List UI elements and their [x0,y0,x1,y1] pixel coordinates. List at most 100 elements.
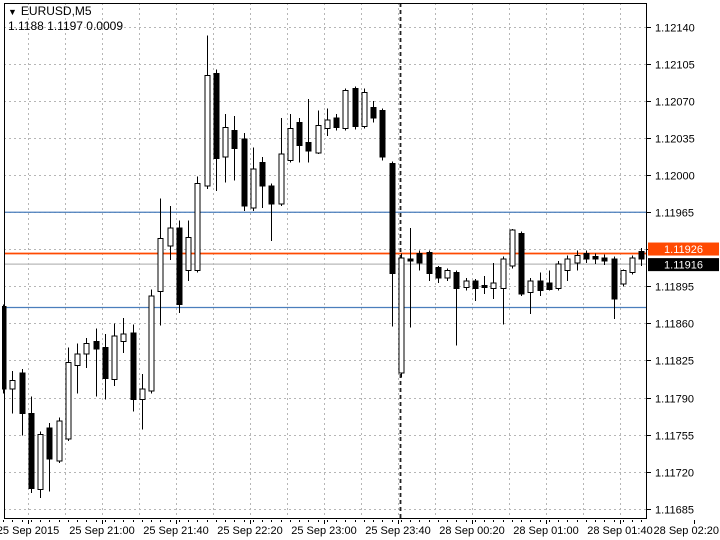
candle [546,270,553,291]
candle-body [268,185,275,205]
candle [56,417,63,464]
candle [102,333,109,400]
candle [481,275,488,294]
candle [130,324,137,412]
candle [287,113,294,163]
candle-body [2,305,7,390]
symbol-title[interactable]: ▼ EURUSD,M5 [8,5,92,19]
candle [213,69,220,192]
candle [259,157,266,209]
symbol-title-label: EURUSD,M5 [20,4,92,18]
candle [37,431,44,499]
candle [93,328,100,397]
candle-body [583,253,590,260]
bid-badge-label: 1.11916 [664,260,703,272]
candle [509,229,516,269]
candle [250,147,257,212]
candle-body [592,256,599,260]
candle [342,88,349,131]
candle-body [333,117,340,129]
candle-body [518,232,525,295]
candle-body [120,333,127,342]
candle [611,256,618,320]
ask-badge-bg [648,242,719,256]
levels-layer [4,3,647,519]
candle [361,88,368,129]
candle [120,318,127,354]
candle [2,304,7,394]
candle [296,118,303,163]
candle-body [379,110,386,158]
candle-body [204,75,211,187]
candle-body [56,420,63,462]
candle-body [481,284,488,288]
candle [527,277,534,314]
price-axis-label: 1.12140 [655,23,695,35]
ask-badge-label: 1.11926 [664,244,703,256]
candle-body [453,272,460,289]
price-axis-label: 1.11720 [655,468,694,480]
candle [444,268,451,282]
price-axis-label: 1.11685 [655,505,694,517]
candle [638,248,645,267]
candle [398,253,405,378]
candle-body [500,258,507,289]
quote-line: 1.1188 1.1197 0.0009 [8,19,123,33]
candle [185,220,192,282]
candle [601,254,608,266]
candle-body [176,227,183,305]
candle-body [194,183,201,271]
candle [231,115,238,181]
candle [416,250,423,271]
candle [500,256,507,325]
time-axis-label: 28 Sep 00:20 [439,525,504,537]
candle [620,269,627,287]
candle [564,255,571,282]
candle-body [638,250,645,260]
candle-body [167,227,174,247]
bid-badge: 1.11916 [648,258,719,272]
candle [472,278,479,302]
candle-body [361,92,368,128]
candle-body [527,280,534,294]
candle-body [250,168,257,209]
candle-body [157,238,164,293]
candle-body [620,269,627,285]
candle-body [472,280,479,289]
candle-body [555,263,562,289]
candle-body [305,141,312,152]
candle-body [65,362,72,440]
time-axis[interactable]: 25 Sep 2015 25 Sep 21:00 25 Sep 21:40 25 Se… [0,520,719,537]
candle-body [463,280,470,288]
candle [315,110,322,155]
candle-body [93,340,100,350]
candle [537,272,544,296]
time-axis-label: 28 Sep 02:20 [654,525,719,537]
candle-body [601,257,608,262]
candle-body [574,255,581,264]
candle-body [490,282,497,289]
candle-body [537,280,544,292]
candle [305,98,312,163]
candle [555,260,562,291]
chart-frame [4,3,647,519]
candle [157,198,164,326]
candle [435,266,442,284]
candle [463,277,470,291]
candle-body [259,161,266,187]
candle-body [222,127,229,158]
price-axis-label: 1.12105 [655,60,695,72]
candle [370,101,377,123]
candle-body [352,87,359,128]
candle-body [444,269,451,279]
candle-body [435,266,442,279]
candle-body [611,258,618,300]
candle-body [19,372,26,414]
price-axis-label: 1.11965 [655,208,694,220]
candle [592,253,599,265]
candle [19,368,26,436]
candle-body [185,237,192,271]
price-axis-label: 1.11860 [655,319,694,331]
candle-body [407,258,414,262]
